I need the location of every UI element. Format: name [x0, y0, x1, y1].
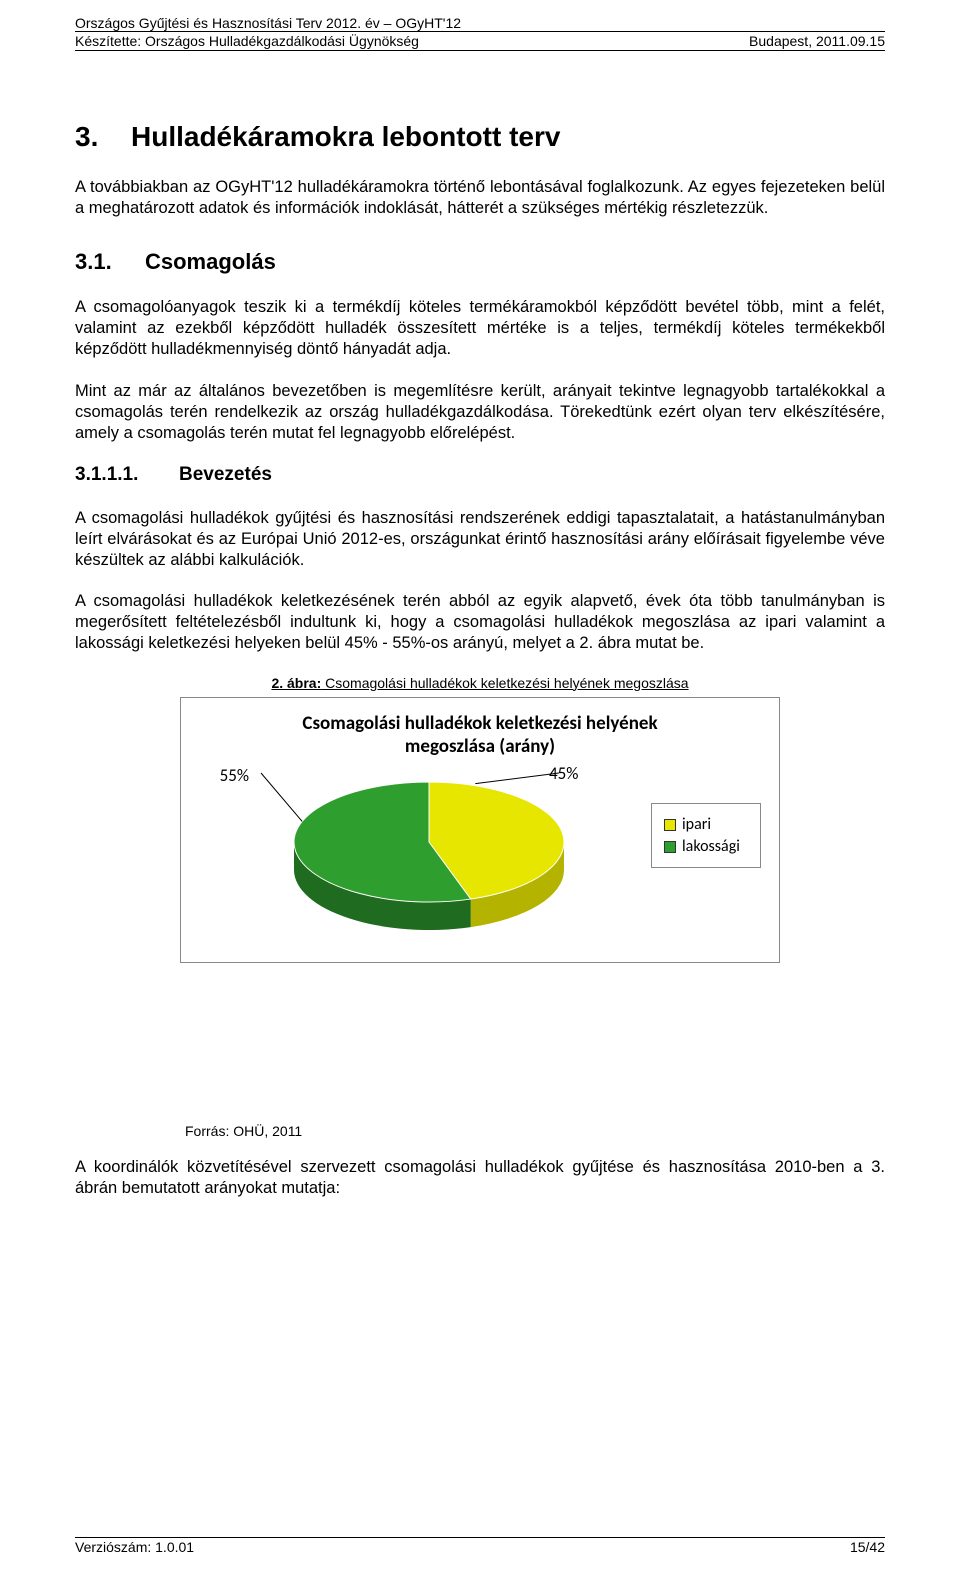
footer-page-number: 15/42	[850, 1539, 885, 1555]
legend-item-lakossagi: lakossági	[664, 837, 748, 856]
figure-2-chart-title-line1: Csomagolási hulladékok keletkezési helyé…	[302, 712, 657, 735]
header-author: Készítette: Országos Hulladékgazdálkodás…	[75, 33, 419, 49]
figure-2-right-pct-label: 45%	[549, 763, 578, 784]
figure-2-left-pct-label: 55%	[199, 765, 249, 786]
page-footer: Verziószám: 1.0.01 15/42	[75, 1537, 885, 1555]
legend-label-ipari: ipari	[682, 815, 711, 834]
legend-swatch-ipari	[664, 819, 676, 831]
section-3-1-1-1-number: 3.1.1.1.	[75, 464, 179, 486]
closing-paragraph: A koordinálók közvetítésével szervezett …	[75, 1157, 885, 1199]
header-subline: Készítette: Országos Hulladékgazdálkodás…	[75, 33, 885, 51]
section-3-heading: 3.Hulladékáramokra lebontott terv	[75, 121, 885, 153]
section-3-1-1-1-paragraph-1: A csomagolási hulladékok gyűjtési és has…	[75, 508, 885, 571]
figure-2-pie-wrap: 45%	[259, 763, 641, 942]
section-3-1-1-1-paragraph-2: A csomagolási hulladékok keletkezésének …	[75, 591, 885, 654]
section-3-title: Hulladékáramokra lebontott terv	[131, 121, 560, 152]
section-3-1-1-1-heading: 3.1.1.1.Bevezetés	[75, 464, 885, 486]
figure-2-caption: 2. ábra: Csomagolási hulladékok keletkez…	[75, 675, 885, 691]
figure-2-caption-bold: 2. ábra:	[271, 675, 321, 691]
figure-2-pie-chart	[259, 767, 599, 937]
footer-version: Verziószám: 1.0.01	[75, 1539, 194, 1555]
section-3-1-1-1-title: Bevezetés	[179, 464, 272, 485]
figure-2-caption-rest: Csomagolási hulladékok keletkezési helyé…	[321, 675, 688, 691]
document-page: Országos Gyűjtési és Hasznosítási Terv 2…	[0, 0, 960, 1571]
figure-2-source: Forrás: OHÜ, 2011	[185, 1123, 885, 1139]
header-place-date: Budapest, 2011.09.15	[749, 33, 885, 49]
section-3-paragraph-1: A továbbiakban az OGyHT'12 hulladékáramo…	[75, 177, 885, 219]
section-3-number: 3.	[75, 121, 131, 153]
legend-label-lakossagi: lakossági	[682, 837, 740, 856]
section-3-1-number: 3.1.	[75, 249, 145, 275]
header-title: Országos Gyűjtési és Hasznosítási Terv 2…	[75, 15, 885, 32]
section-3-1-heading: 3.1.Csomagolás	[75, 249, 885, 275]
section-3-1-paragraph-1: A csomagolóanyagok teszik ki a termékdíj…	[75, 297, 885, 360]
figure-2-legend: ipari lakossági	[651, 803, 761, 868]
legend-item-ipari: ipari	[664, 815, 748, 834]
figure-2-chart-title-line2: megoszlása (arány)	[405, 735, 555, 758]
section-3-1-title: Csomagolás	[145, 249, 276, 274]
figure-2-chart-title: Csomagolási hulladékok keletkezési helyé…	[199, 712, 761, 760]
legend-swatch-lakossagi	[664, 841, 676, 853]
figure-2-chart-row: 55% 45% ipari lakossági	[199, 763, 761, 942]
figure-2-chart-box: Csomagolási hulladékok keletkezési helyé…	[180, 697, 780, 964]
section-3-1-paragraph-2: Mint az már az általános bevezetőben is …	[75, 381, 885, 444]
